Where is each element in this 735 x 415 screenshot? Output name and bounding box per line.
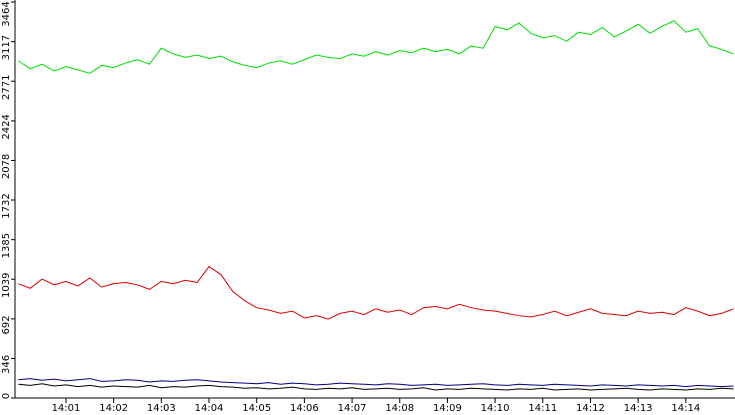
x-tick-label: 14:06 <box>290 403 319 414</box>
x-tick-label: 14:13 <box>624 403 653 414</box>
x-tick-label: 14:03 <box>147 403 176 414</box>
series-line <box>18 20 734 74</box>
x-tick-label: 14:12 <box>576 403 605 414</box>
x-tick-label: 14:04 <box>195 403 224 414</box>
series-line <box>18 378 734 388</box>
y-tick-label: 3464 <box>1 1 12 26</box>
x-tick-label: 14:10 <box>481 403 510 414</box>
x-tick-label: 14:11 <box>528 403 557 414</box>
x-tick-label: 14:05 <box>242 403 271 414</box>
x-tick-label: 14:08 <box>385 403 414 414</box>
x-tick-label: 14:01 <box>52 403 81 414</box>
y-tick-label: 346 <box>1 355 12 374</box>
series-line <box>18 265 734 320</box>
y-tick-label: 692 <box>1 315 12 334</box>
y-tick-label: 2078 <box>1 154 12 179</box>
y-tick-label: 0 <box>1 393 12 399</box>
y-tick-label: 1385 <box>1 233 12 258</box>
x-tick-label: 14:09 <box>433 403 462 414</box>
series-line <box>18 383 734 391</box>
y-tick-label: 1039 <box>1 272 12 297</box>
y-tick-label: 1732 <box>1 193 12 218</box>
y-tick-label: 3117 <box>1 35 12 60</box>
x-tick-label: 14:14 <box>671 403 700 414</box>
y-tick-label: 2424 <box>1 114 12 139</box>
x-tick-label: 14:02 <box>99 403 128 414</box>
x-tick-label: 14:07 <box>338 403 367 414</box>
y-tick-label: 2771 <box>1 74 12 99</box>
